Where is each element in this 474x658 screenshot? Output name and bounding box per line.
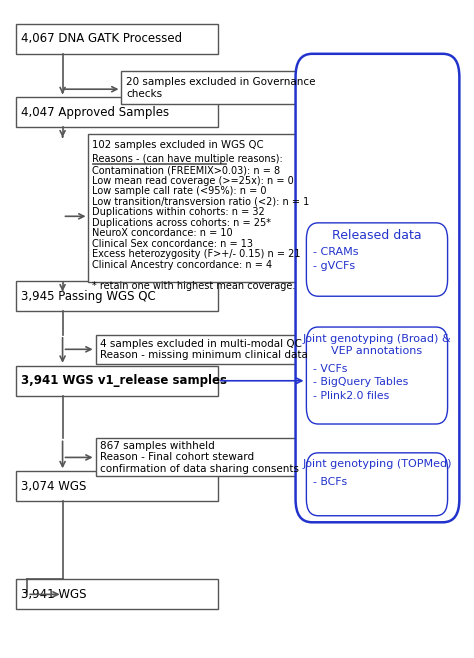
Text: Duplications within cohorts: n = 32: Duplications within cohorts: n = 32 (92, 207, 265, 217)
Text: Contamination (FREEMIX>0.03): n = 8: Contamination (FREEMIX>0.03): n = 8 (92, 165, 280, 175)
Text: NeuroX concordance: n = 10: NeuroX concordance: n = 10 (92, 228, 233, 238)
Text: - CRAMs: - CRAMs (313, 247, 359, 257)
Text: Clinical Ancestry concordance: n = 4: Clinical Ancestry concordance: n = 4 (92, 259, 273, 270)
Text: 20 samples excluded in Governance
checks: 20 samples excluded in Governance checks (126, 77, 316, 99)
Text: - VCFs: - VCFs (313, 364, 348, 374)
Text: 3,941 WGS v1_release samples: 3,941 WGS v1_release samples (21, 374, 227, 388)
Text: Released data: Released data (332, 230, 422, 242)
Text: 4 samples excluded in multi-modal QC
Reason - missing minimum clinical data: 4 samples excluded in multi-modal QC Rea… (100, 338, 308, 360)
FancyBboxPatch shape (306, 327, 447, 424)
Text: Clinical Sex concordance: n = 13: Clinical Sex concordance: n = 13 (92, 239, 253, 249)
FancyBboxPatch shape (16, 579, 218, 609)
FancyBboxPatch shape (96, 438, 296, 476)
Text: Low sample call rate (<95%): n = 0: Low sample call rate (<95%): n = 0 (92, 186, 267, 196)
FancyBboxPatch shape (96, 335, 296, 364)
Text: - Plink2.0 files: - Plink2.0 files (313, 392, 390, 401)
Text: - BigQuery Tables: - BigQuery Tables (313, 378, 409, 388)
FancyBboxPatch shape (89, 134, 312, 282)
Text: Joint genotyping (TOPMed): Joint genotyping (TOPMed) (302, 459, 452, 469)
Text: Low mean read coverage (>=25x): n = 0: Low mean read coverage (>=25x): n = 0 (92, 176, 294, 186)
Text: Duplications across cohorts: n = 25*: Duplications across cohorts: n = 25* (92, 218, 271, 228)
Text: Joint genotyping (Broad) &: Joint genotyping (Broad) & (303, 334, 451, 343)
Text: 102 samples excluded in WGS QC: 102 samples excluded in WGS QC (92, 140, 264, 150)
Text: 867 samples withheld
Reason - Final cohort steward
confirmation of data sharing : 867 samples withheld Reason - Final coho… (100, 441, 299, 474)
Text: 4,047 Approved Samples: 4,047 Approved Samples (21, 106, 169, 118)
FancyBboxPatch shape (121, 72, 296, 104)
FancyBboxPatch shape (16, 281, 218, 311)
Text: 3,941 WGS: 3,941 WGS (21, 588, 87, 601)
FancyBboxPatch shape (306, 453, 447, 516)
Text: VEP annotations: VEP annotations (331, 346, 422, 356)
Text: Reasons - (can have multiple reasons):: Reasons - (can have multiple reasons): (92, 154, 283, 164)
FancyBboxPatch shape (296, 54, 459, 522)
Text: 4,067 DNA GATK Processed: 4,067 DNA GATK Processed (21, 32, 182, 45)
FancyBboxPatch shape (16, 24, 218, 54)
FancyBboxPatch shape (16, 97, 218, 127)
Text: - BCFs: - BCFs (313, 477, 347, 487)
Text: Excess heterozygosity (F>+/- 0.15) n = 21: Excess heterozygosity (F>+/- 0.15) n = 2… (92, 249, 301, 259)
Text: - gVCFs: - gVCFs (313, 261, 356, 271)
Text: * retain one with highest mean coverage.: * retain one with highest mean coverage. (92, 280, 296, 291)
FancyBboxPatch shape (16, 366, 218, 396)
FancyBboxPatch shape (306, 223, 447, 296)
Text: 3,074 WGS: 3,074 WGS (21, 480, 87, 493)
Text: Low transition/transversion ratio (<2): n = 1: Low transition/transversion ratio (<2): … (92, 197, 310, 207)
FancyBboxPatch shape (16, 471, 218, 501)
Text: 3,945 Passing WGS QC: 3,945 Passing WGS QC (21, 290, 156, 303)
